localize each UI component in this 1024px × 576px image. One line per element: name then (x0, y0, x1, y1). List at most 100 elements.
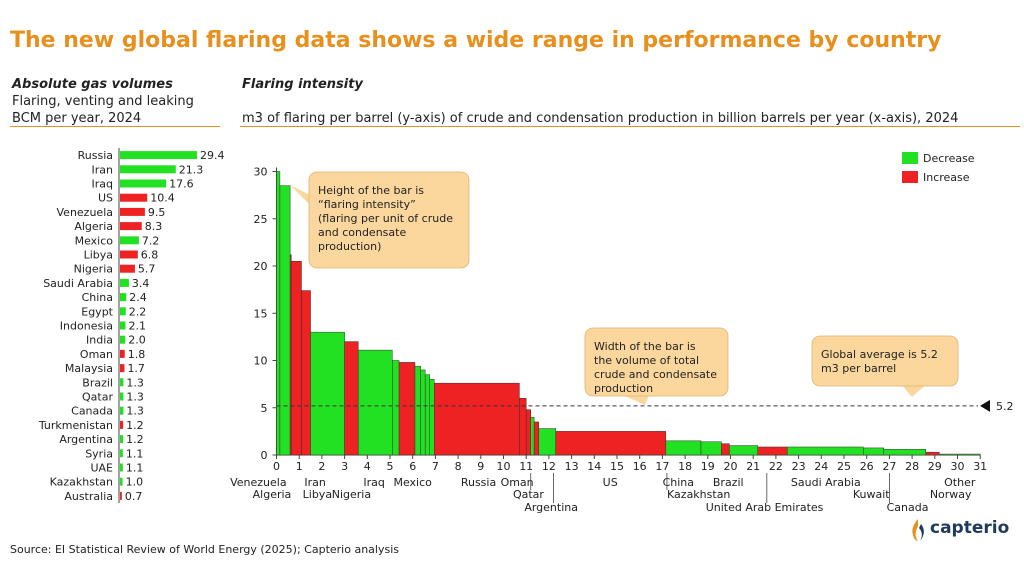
width-callout-line: production (594, 382, 653, 395)
intensity-bar (434, 382, 520, 456)
volumes-bar (120, 193, 148, 202)
intensity-bar (398, 362, 416, 456)
absolute-volumes-chart: Russia 29.4 Iran 21.3 Iraq 17.6 US 10.4 Venezuel… (38, 148, 225, 503)
intensity-x-tick-label: 26 (860, 460, 874, 473)
country-label: Argentina (524, 501, 578, 514)
volumes-value-label: 2.2 (129, 305, 147, 318)
intensity-y-tick-label: 20 (254, 260, 268, 273)
volumes-bar (120, 207, 145, 216)
intensity-bar (291, 261, 302, 456)
country-label: Canada (887, 501, 929, 514)
callout-box (584, 327, 729, 397)
volumes-value-label: 21.3 (179, 163, 204, 176)
country-label: Libya (303, 488, 332, 501)
country-label: Venezuela (230, 476, 287, 489)
volumes-value-label: 17.6 (169, 178, 194, 191)
intensity-x-tick-label: 16 (633, 460, 647, 473)
volumes-category-label: Turkmenistan (38, 419, 113, 432)
country-label: United Arab Emirates (706, 501, 824, 514)
country-label: Algeria (253, 488, 292, 501)
intensity-bar (420, 369, 426, 456)
volumes-bar (120, 392, 124, 401)
intensity-x-tick-label: 14 (587, 460, 601, 473)
volumes-bar (120, 236, 139, 245)
intensity-y-tick-label: 0 (261, 449, 268, 462)
intensity-bar (357, 349, 393, 456)
volumes-value-label: 1.3 (126, 376, 143, 389)
volumes-value-label: 9.5 (148, 206, 166, 219)
intensity-x-tick-label: 28 (905, 460, 919, 473)
intensity-bar (883, 449, 926, 456)
volumes-category-label: Indonesia (60, 320, 113, 333)
country-label: Kazakhstan (667, 488, 730, 501)
intensity-y-tick-label: 25 (254, 213, 268, 226)
volumes-category-label: Mexico (75, 234, 114, 247)
legend-swatch (902, 152, 918, 164)
volumes-bar (120, 449, 123, 458)
country-label: US (603, 476, 618, 489)
intensity-x-tick-label: 10 (497, 460, 511, 473)
intensity-x-tick-label: 17 (655, 460, 669, 473)
intensity-bar (757, 446, 788, 456)
intensity-x-tick-label: 23 (792, 460, 806, 473)
volumes-bar (120, 321, 126, 330)
intensity-x-tick-label: 25 (837, 460, 851, 473)
volumes-bar (120, 307, 126, 316)
intensity-bar (721, 443, 730, 456)
volumes-category-label: India (86, 334, 113, 347)
volumes-category-label: Malaysia (65, 362, 113, 375)
intensity-bar (424, 374, 430, 456)
width-callout-line: crude and condensate (594, 368, 717, 381)
volumes-value-label: 1.3 (126, 405, 143, 418)
volumes-category-label: Libya (84, 249, 113, 262)
volumes-category-label: Nigeria (74, 263, 113, 276)
intensity-y-tick-label: 10 (254, 355, 268, 368)
height-callout-line: and condensate (318, 226, 406, 239)
volumes-bar (120, 435, 124, 444)
country-label: Iraq (363, 476, 385, 489)
volumes-bar (120, 406, 124, 415)
intensity-x-tick-label: 27 (882, 460, 896, 473)
volumes-value-label: 2.4 (129, 291, 147, 304)
country-label: Norway (930, 488, 972, 501)
callout-box (811, 335, 959, 387)
volumes-bar (120, 491, 122, 500)
country-label: Russia (461, 476, 496, 489)
intensity-x-tick-label: 13 (565, 460, 579, 473)
country-label: China (663, 476, 694, 489)
intensity-x-tick-label: 12 (542, 460, 556, 473)
intensity-bar (665, 440, 702, 456)
height-callout-line: Height of the bar is (318, 184, 424, 197)
volumes-value-label: 2.1 (129, 320, 147, 333)
volumes-value-label: 1.3 (126, 391, 143, 404)
left-panel-subtitle-1: Flaring, venting and leaking (12, 94, 194, 109)
country-label: Qatar (513, 488, 544, 501)
intensity-x-tick-label: 24 (814, 460, 828, 473)
right-panel-subtitle: m3 of flaring per barrel (y-axis) of cru… (242, 111, 959, 126)
volumes-category-label: Iraq (92, 178, 114, 191)
flame-logo-icon (912, 519, 924, 541)
height-callout-line: (flaring per unit of crude (318, 212, 453, 225)
intensity-x-tick-label: 5 (387, 460, 394, 473)
right-header-rule (240, 126, 1020, 127)
left-panel-subtitle-2: BCM per year, 2024 (12, 111, 142, 126)
intensity-bar (538, 428, 556, 456)
volumes-value-label: 1.1 (126, 447, 144, 460)
intensity-x-tick-label: 7 (432, 460, 439, 473)
intensity-y-tick-label: 5 (261, 402, 268, 415)
intensity-bar (863, 447, 884, 456)
width-callout-line: the volume of total (594, 354, 699, 367)
volumes-bar (120, 264, 135, 273)
intensity-x-tick-label: 4 (364, 460, 371, 473)
intensity-y-tick-label: 30 (254, 166, 268, 179)
volumes-category-label: Venezuela (57, 206, 114, 219)
country-label: Iran (304, 476, 326, 489)
volumes-value-label: 7.2 (142, 234, 160, 247)
volumes-category-label: Oman (80, 348, 113, 361)
country-label: Brazil (713, 476, 744, 489)
callout-box (308, 171, 470, 269)
intensity-bar (414, 365, 421, 456)
volumes-bar (120, 477, 123, 486)
